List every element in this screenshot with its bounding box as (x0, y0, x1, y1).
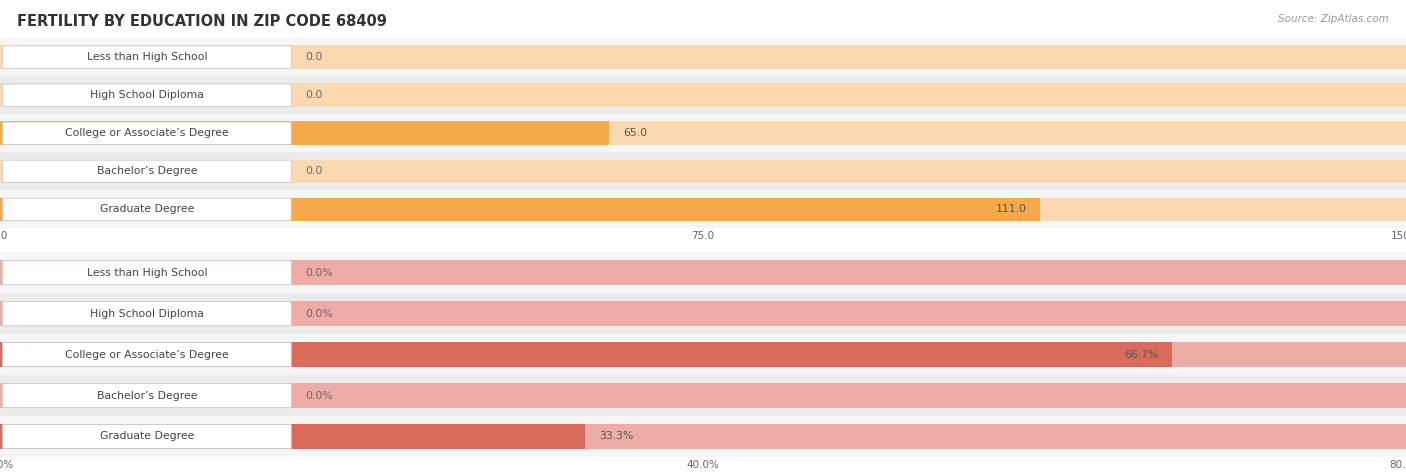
Bar (0, 416, 1406, 457)
Text: 65.0: 65.0 (623, 128, 647, 139)
Text: FERTILITY BY EDUCATION IN ZIP CODE 68409: FERTILITY BY EDUCATION IN ZIP CODE 68409 (17, 14, 387, 30)
Bar (0, 121, 1406, 145)
Bar (0, 76, 1406, 114)
Text: College or Associate’s Degree: College or Associate’s Degree (65, 349, 229, 360)
Text: 0.0%: 0.0% (305, 308, 333, 319)
Text: 0.0: 0.0 (305, 90, 322, 100)
Text: College or Associate’s Degree: College or Associate’s Degree (65, 128, 229, 139)
FancyBboxPatch shape (3, 261, 291, 285)
FancyBboxPatch shape (3, 302, 291, 326)
Text: 66.7%: 66.7% (1123, 349, 1159, 360)
FancyBboxPatch shape (3, 384, 291, 407)
Text: High School Diploma: High School Diploma (90, 308, 204, 319)
Bar (0, 114, 1406, 152)
FancyBboxPatch shape (3, 84, 291, 107)
Text: Graduate Degree: Graduate Degree (100, 204, 194, 215)
FancyBboxPatch shape (3, 46, 291, 69)
FancyBboxPatch shape (3, 425, 291, 448)
FancyBboxPatch shape (3, 160, 291, 183)
Text: Less than High School: Less than High School (87, 52, 207, 62)
FancyBboxPatch shape (3, 198, 291, 221)
Text: Less than High School: Less than High School (87, 268, 207, 278)
Bar (0, 252, 1406, 293)
Bar (0, 190, 1406, 228)
Bar (0, 159, 1406, 183)
Bar (0, 198, 1040, 221)
Bar (0, 375, 1406, 416)
Bar (0, 334, 1406, 375)
Text: 0.0%: 0.0% (305, 390, 333, 401)
FancyBboxPatch shape (3, 343, 291, 367)
Bar (0, 424, 1406, 449)
Bar (0, 293, 1406, 334)
Text: 111.0: 111.0 (995, 204, 1026, 215)
Bar (0, 38, 1406, 76)
Text: Source: ZipAtlas.com: Source: ZipAtlas.com (1278, 14, 1389, 24)
Bar (0, 152, 1406, 190)
Text: Bachelor’s Degree: Bachelor’s Degree (97, 166, 197, 177)
Bar (0, 342, 1406, 367)
Bar (0, 260, 1406, 286)
Bar (0, 45, 1406, 69)
Text: High School Diploma: High School Diploma (90, 90, 204, 100)
Bar (0, 83, 1406, 107)
Text: 0.0%: 0.0% (305, 268, 333, 278)
Bar (0, 301, 1406, 327)
Bar (0, 342, 1173, 367)
Text: 33.3%: 33.3% (599, 431, 634, 442)
Text: 0.0: 0.0 (305, 52, 322, 62)
Bar (0, 198, 1406, 221)
Text: 0.0: 0.0 (305, 166, 322, 177)
FancyBboxPatch shape (3, 122, 291, 145)
Text: Bachelor’s Degree: Bachelor’s Degree (97, 390, 197, 401)
Bar (0, 424, 585, 449)
Bar (0, 383, 1406, 408)
Text: Graduate Degree: Graduate Degree (100, 431, 194, 442)
Bar (0, 121, 609, 145)
